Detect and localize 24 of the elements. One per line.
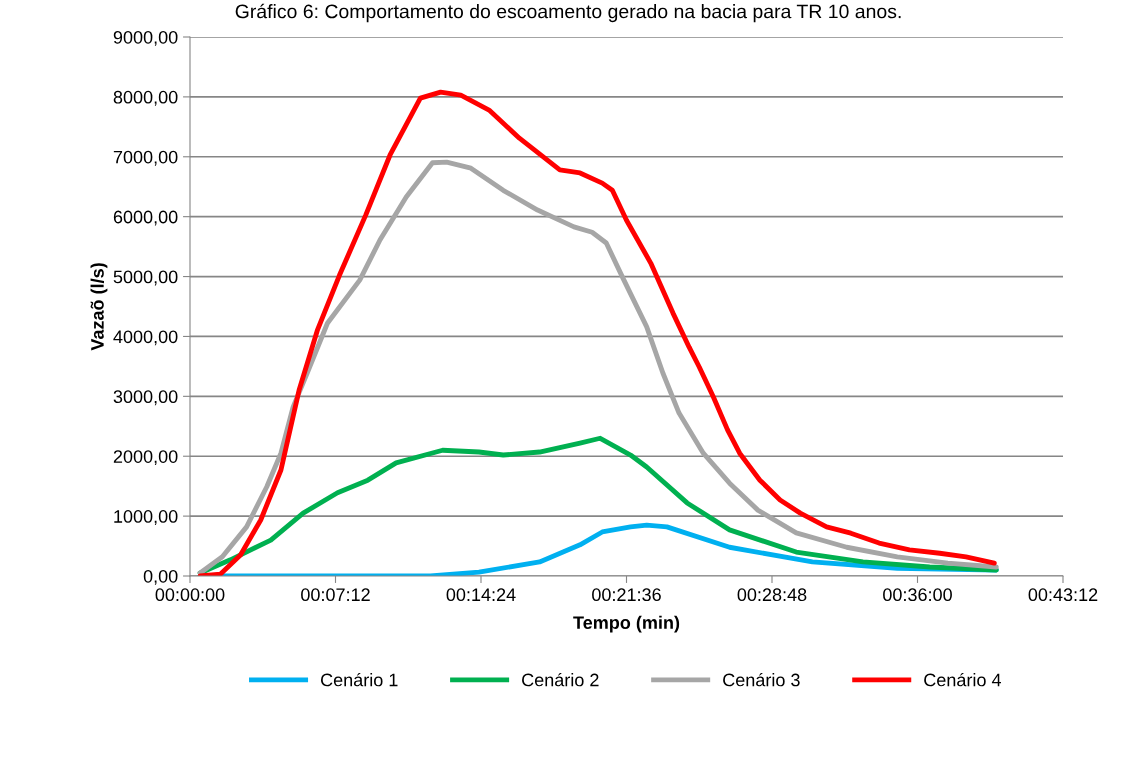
y-axis-title: Vazaõ (l/s): [90, 263, 108, 351]
x-tick-label: 00:14:24: [446, 588, 516, 602]
y-tick-label: 2000,00: [113, 450, 178, 466]
legend-label: Cenário 4: [924, 672, 1002, 687]
x-tick-label: 00:43:12: [1028, 588, 1098, 602]
y-tick-label: 5000,00: [113, 270, 178, 286]
chart-title: Gráfico 6: Comportamento do escoamento gerado na bacia para TR 10 anos.: [235, 3, 901, 23]
y-tick-label: 6000,00: [113, 210, 178, 226]
x-axis-title: Tempo (min): [573, 615, 680, 633]
y-tick-label: 1000,00: [114, 510, 178, 525]
y-tick-label: 3000,00: [113, 390, 178, 406]
legend-label: Cenário 2: [522, 672, 599, 687]
x-tick-label: 00:28:48: [737, 588, 807, 602]
x-tick-label: 00:36:00: [883, 588, 952, 602]
y-tick-label: 7000,00: [113, 150, 178, 166]
x-tick-label: 00:07:12: [301, 588, 370, 602]
x-tick-label: 00:00:00: [155, 588, 225, 602]
legend-label: Cenário 3: [723, 672, 800, 687]
y-tick-label: 8000,00: [113, 90, 178, 106]
y-tick-label: 0,00: [143, 569, 178, 585]
x-tick-label: 00:21:36: [592, 588, 661, 602]
y-tick-label: 4000,00: [113, 330, 178, 346]
legend-label: Cenário 1: [320, 672, 398, 687]
y-tick-label: 9000,00: [113, 30, 178, 46]
